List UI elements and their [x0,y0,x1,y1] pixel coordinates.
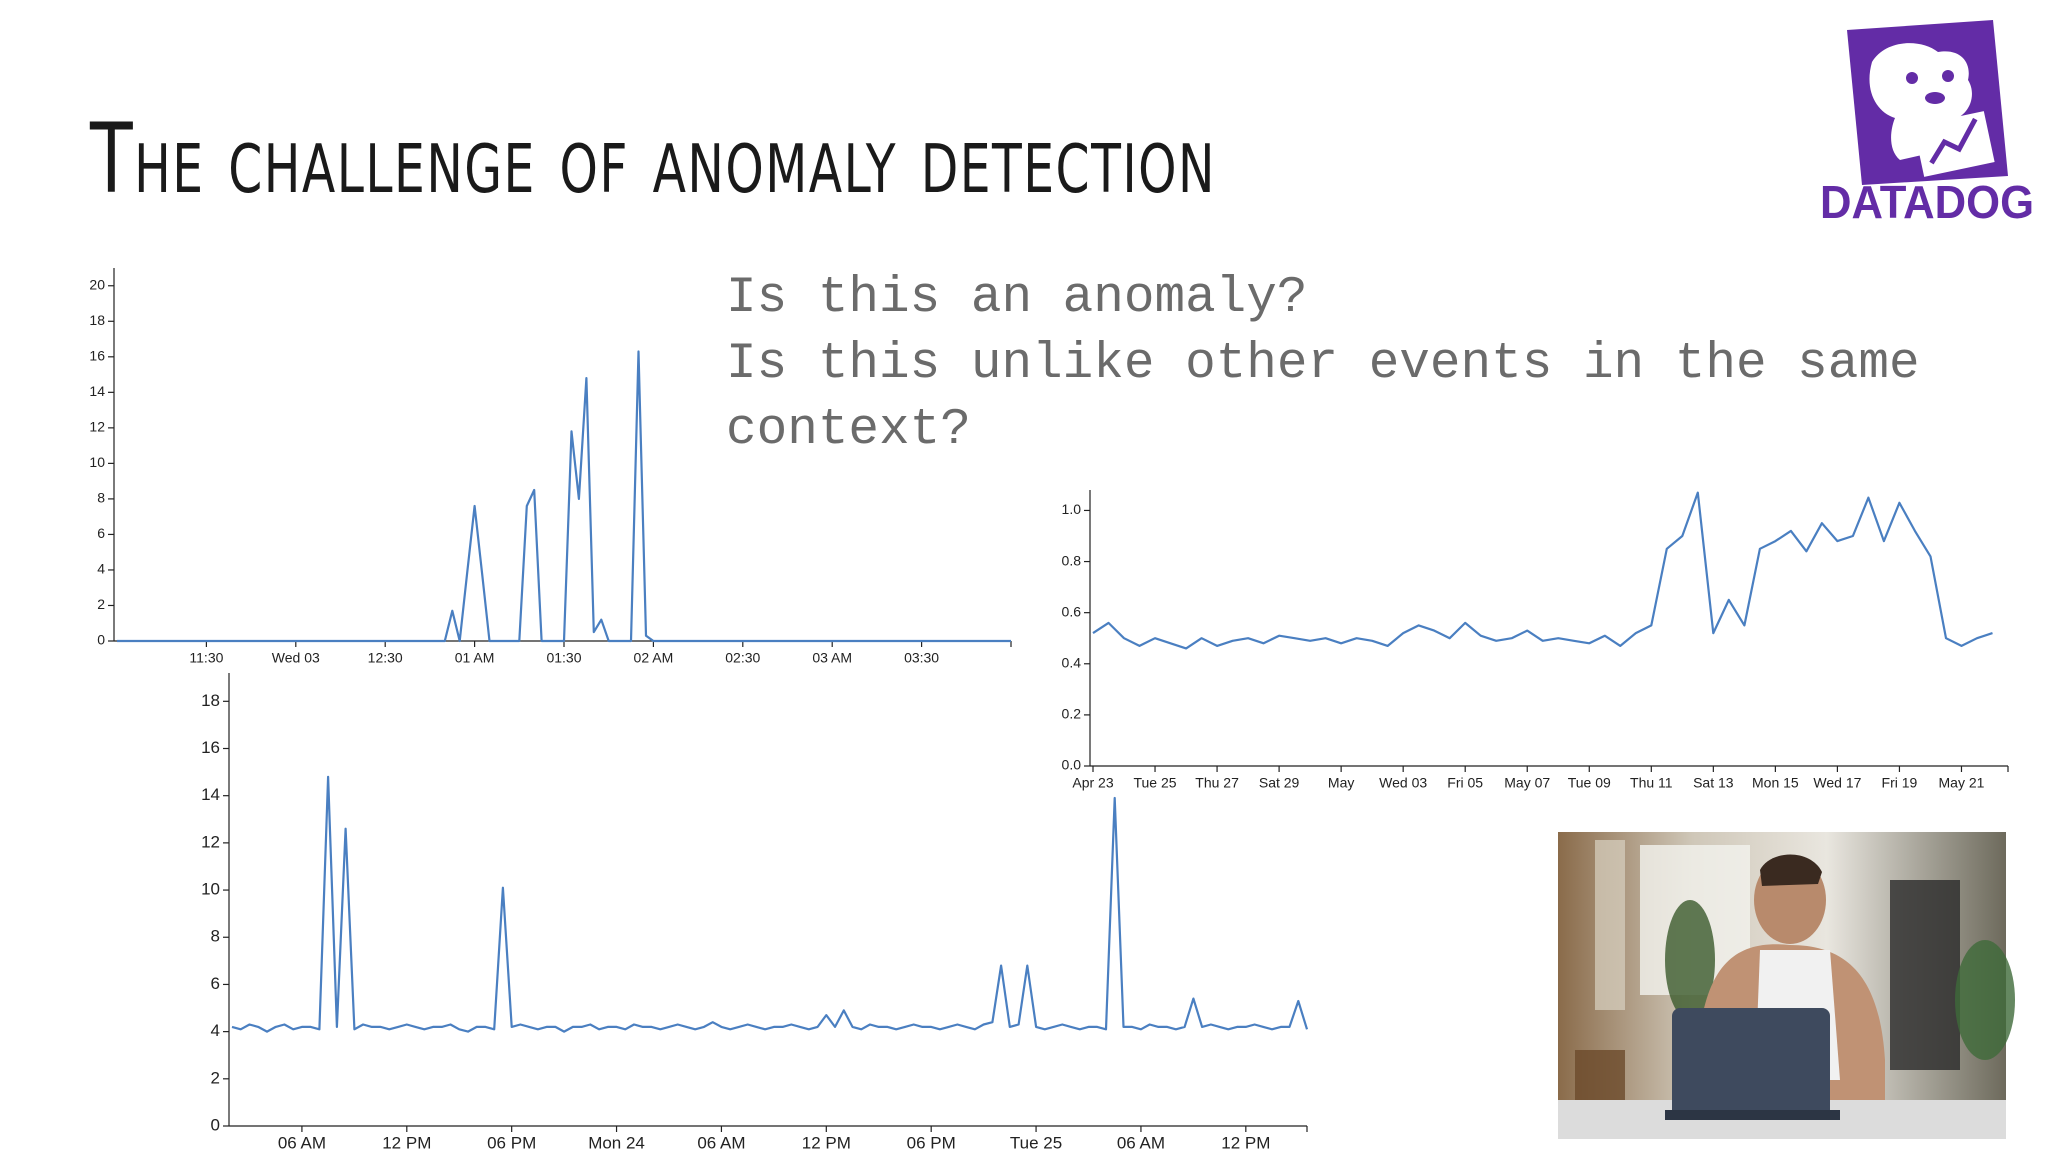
y-tick-label: 12 [89,419,105,435]
x-tick-label: 02:30 [725,650,760,666]
data-line [231,775,1309,1033]
y-tick-label: 0.4 [1062,654,1082,670]
x-tick-label: 12 PM [802,1133,851,1152]
y-tick-label: 10 [201,880,220,899]
x-tick-label: 12:30 [368,650,403,666]
x-tick-label: Tue 25 [1133,775,1176,791]
x-tick-label: 03:30 [904,650,939,666]
y-tick-label: 2 [211,1068,220,1087]
x-tick-label: May [1328,775,1354,791]
y-tick-label: 12 [201,832,220,851]
x-tick-label: Mon 24 [588,1133,645,1152]
x-tick-label: 11:30 [189,650,223,666]
y-tick-label: 16 [89,348,105,364]
data-line [1092,491,1993,650]
x-tick-label: May 21 [1939,775,1985,791]
y-tick-label: 4 [97,561,105,577]
y-tick-label: 14 [89,383,105,399]
y-tick-label: 16 [201,738,220,757]
video-thumbnail [1558,832,2015,1139]
y-tick-label: 10 [89,454,105,470]
y-tick-label: 0.8 [1062,552,1082,568]
x-tick-label: 06 PM [487,1133,536,1152]
x-tick-label: Mon 15 [1752,775,1799,791]
logo-text: DATADOG [1820,176,2034,228]
x-tick-label: 03 AM [812,650,852,666]
y-tick-label: 8 [97,490,105,506]
x-tick-label: 06 PM [907,1133,956,1152]
y-tick-label: 6 [211,974,220,993]
y-tick-label: 0.0 [1062,757,1082,773]
x-tick-label: 01:30 [546,650,581,666]
x-tick-label: Tue 25 [1010,1133,1062,1152]
y-tick-label: 18 [89,312,105,328]
x-tick-label: 02 AM [634,650,674,666]
data-line [117,350,1011,643]
logo-mark [1847,20,2008,185]
y-tick-label: 0 [97,632,105,648]
x-tick-label: 06 AM [278,1133,326,1152]
y-tick-label: 0.6 [1062,603,1082,619]
x-tick-label: May 07 [1504,775,1550,791]
x-tick-label: Fri 05 [1447,775,1483,791]
question-text: Is this unlike other events in the same … [726,336,1920,459]
y-tick-label: 18 [201,691,220,710]
x-tick-label: 06 AM [697,1133,745,1152]
y-tick-label: 20 [89,276,105,292]
x-tick-label: 01 AM [455,650,495,666]
x-tick-label: Wed 17 [1813,775,1861,791]
y-tick-label: 0.2 [1062,706,1082,722]
x-tick-label: 12 PM [1221,1133,1270,1152]
question-block: Is this an anomaly? Is this unlike other… [726,266,2026,464]
x-tick-label: Fri 19 [1882,775,1918,791]
y-tick-label: 1.0 [1062,501,1082,517]
y-tick-label: 2 [97,596,105,612]
y-tick-label: 8 [211,927,220,946]
x-tick-label: 12 PM [382,1133,431,1152]
x-tick-label: Tue 09 [1568,775,1611,791]
x-tick-label: Thu 11 [1630,775,1673,791]
y-tick-label: 4 [211,1021,220,1040]
y-tick-label: 6 [97,525,105,541]
x-tick-label: Apr 23 [1072,775,1113,791]
x-tick-label: Wed 03 [272,650,320,666]
x-tick-label: Sat 29 [1259,775,1300,791]
slide-title: The challenge of anomaly detection [89,103,1216,215]
y-tick-label: 14 [201,785,220,804]
x-tick-label: 06 AM [1117,1133,1165,1152]
x-tick-label: Thu 27 [1195,775,1239,791]
x-tick-label: Sat 13 [1693,775,1734,791]
x-tick-label: Wed 03 [1379,775,1427,791]
y-tick-label: 0 [211,1115,220,1134]
question-text: Is this an anomaly? [726,270,1308,327]
